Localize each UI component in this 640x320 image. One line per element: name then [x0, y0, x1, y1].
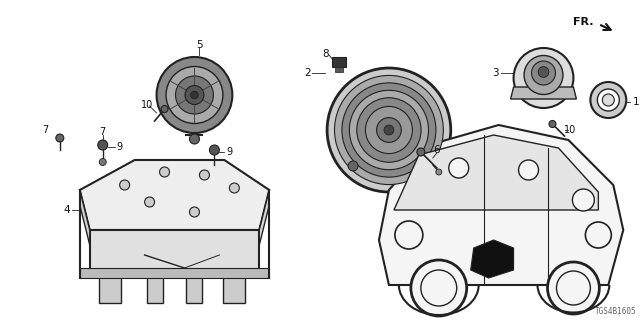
Circle shape [200, 170, 209, 180]
Circle shape [395, 221, 423, 249]
Circle shape [356, 98, 421, 162]
Circle shape [348, 161, 358, 171]
Text: 4: 4 [63, 205, 70, 215]
Circle shape [161, 106, 168, 113]
Circle shape [120, 180, 130, 190]
Polygon shape [511, 87, 577, 99]
Bar [147, 275, 163, 303]
Circle shape [524, 55, 563, 94]
Circle shape [175, 76, 213, 114]
Circle shape [513, 48, 573, 108]
Circle shape [436, 169, 442, 175]
Circle shape [56, 134, 64, 142]
Bar [335, 67, 343, 72]
Circle shape [159, 167, 170, 177]
Text: 7: 7 [486, 258, 492, 267]
Circle shape [98, 140, 108, 150]
Circle shape [191, 91, 198, 99]
Circle shape [349, 90, 429, 170]
Circle shape [586, 222, 611, 248]
Circle shape [384, 125, 394, 135]
Circle shape [365, 107, 412, 154]
Polygon shape [90, 230, 259, 275]
Polygon shape [470, 240, 513, 278]
Circle shape [189, 207, 200, 217]
Text: 9: 9 [116, 142, 123, 152]
Text: 10: 10 [564, 125, 577, 135]
Bar [186, 275, 202, 303]
Circle shape [209, 145, 220, 155]
Bar [99, 275, 121, 303]
Circle shape [421, 270, 457, 306]
Polygon shape [259, 190, 269, 245]
Circle shape [185, 85, 204, 105]
Text: 5: 5 [196, 40, 203, 50]
Circle shape [518, 160, 538, 180]
Text: 10: 10 [140, 100, 153, 110]
Polygon shape [80, 160, 269, 230]
Text: 7: 7 [42, 125, 48, 135]
Circle shape [590, 82, 627, 118]
Circle shape [376, 118, 401, 142]
Circle shape [229, 183, 239, 193]
Text: 9: 9 [227, 147, 232, 157]
Circle shape [342, 83, 436, 177]
Circle shape [532, 61, 556, 85]
Text: 2: 2 [304, 68, 310, 78]
Circle shape [597, 89, 620, 111]
Circle shape [547, 262, 599, 314]
Text: FR.: FR. [573, 17, 593, 27]
Circle shape [145, 197, 155, 207]
Bar [332, 57, 346, 67]
Text: 1: 1 [633, 97, 639, 107]
Text: 8: 8 [322, 49, 328, 59]
Circle shape [572, 189, 595, 211]
Circle shape [538, 67, 549, 77]
Text: TGS4B1605: TGS4B1605 [595, 307, 636, 316]
Text: 3: 3 [492, 68, 499, 78]
Circle shape [449, 158, 468, 178]
Polygon shape [80, 268, 269, 278]
Circle shape [335, 76, 444, 185]
Text: 7: 7 [100, 127, 106, 137]
Text: 6: 6 [433, 145, 440, 155]
Circle shape [166, 67, 223, 124]
Polygon shape [379, 125, 623, 285]
Circle shape [602, 94, 614, 106]
Circle shape [411, 260, 467, 316]
Circle shape [556, 271, 590, 305]
Bar [223, 275, 245, 303]
Circle shape [99, 158, 106, 165]
Polygon shape [80, 190, 90, 245]
Circle shape [549, 121, 556, 127]
Circle shape [157, 57, 232, 133]
Circle shape [189, 134, 200, 144]
Circle shape [417, 148, 425, 156]
Polygon shape [394, 135, 598, 210]
Circle shape [327, 68, 451, 192]
